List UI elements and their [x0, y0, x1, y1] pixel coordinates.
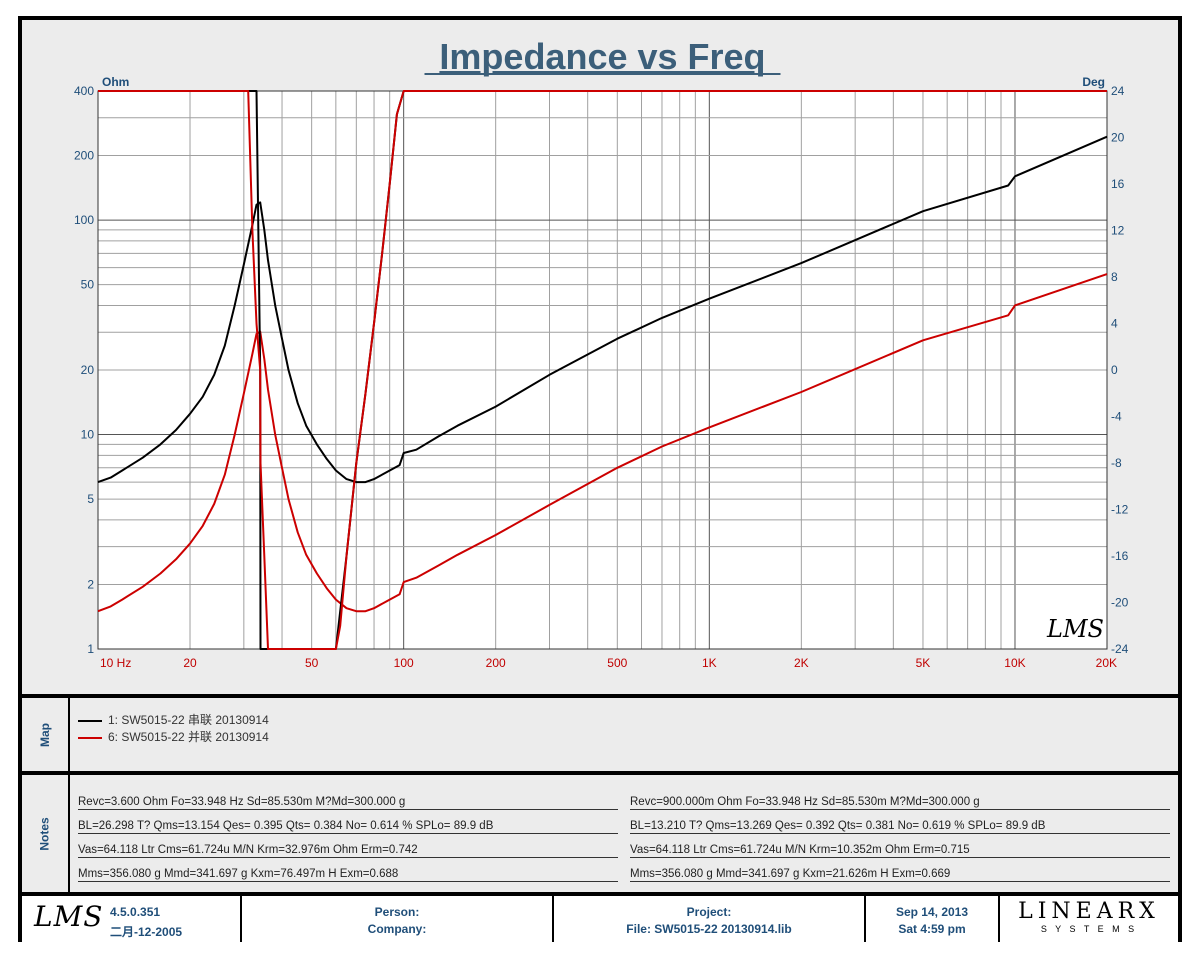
x-tick-label: 500 — [607, 656, 627, 670]
notes-side-label: Notes — [22, 775, 70, 892]
separator — [22, 771, 1178, 775]
y-right-axis-label: Deg — [1082, 75, 1105, 89]
legend-swatch-2 — [78, 736, 102, 739]
report-frame: Impedance vs Freq Ohm Deg 1 2 5 10 20 50 100 200 40… — [18, 16, 1182, 942]
footer-person-cell: Person: Company: — [242, 896, 554, 942]
y-right-tick-label: 12 — [1111, 224, 1125, 238]
y-left-tick-label: 2 — [87, 577, 94, 591]
series-line-1 — [97, 135, 1108, 484]
plot-panel: Impedance vs Freq Ohm Deg 1 2 5 10 20 50 100 200 40… — [22, 20, 1178, 694]
legend-text-2: 6: SW5015-22 并联 20130914 — [108, 730, 269, 744]
legend-entry-1: 1: SW5015-22 串联 20130914 — [78, 711, 269, 728]
y-right-tick-label: -12 — [1111, 503, 1129, 517]
note-right-1: Revc=900.000m Ohm Fo=33.948 Hz Sd=85.530… — [630, 796, 1170, 810]
y-right-tick-label: 0 — [1111, 363, 1118, 377]
x-tick-label: 5K — [916, 656, 931, 670]
x-tick-label: 20 — [183, 656, 197, 670]
company-label: Company: — [367, 922, 427, 936]
linearx-subtitle: S Y S T E M S — [1040, 924, 1138, 934]
y-left-tick-label: 5 — [87, 492, 94, 506]
chart-title: Impedance vs Freq — [439, 36, 765, 77]
x-tick-label: 1K — [702, 656, 717, 670]
note-left-4: Mms=356.080 g Mmd=341.697 g Kxm=76.497m … — [78, 868, 618, 882]
footer-version-cell: LMS 4.5.0.351 二月-12-2005 — [22, 896, 242, 942]
version-date: 二月-12-2005 — [110, 925, 183, 939]
note-right-4: Mms=356.080 g Mmd=341.697 g Kxm=21.626m … — [630, 868, 1170, 882]
separator — [22, 694, 1178, 698]
x-tick-label: 20K — [1096, 656, 1117, 670]
map-side-label: Map — [22, 698, 70, 771]
y-right-tick-label: 20 — [1111, 131, 1125, 145]
lms-logo: LMS — [34, 900, 104, 933]
x-tick-label: 10 Hz — [100, 656, 131, 670]
y-left-tick-label: 20 — [81, 363, 95, 377]
x-tick-label: 100 — [394, 656, 414, 670]
version-text: 4.5.0.351 — [110, 905, 161, 919]
y-left-tick-label: 100 — [74, 213, 94, 227]
note-right-2: BL=13.210 T? Qms=13.269 Qes= 0.392 Qts= … — [630, 820, 1170, 834]
footer: LMS 4.5.0.351 二月-12-2005 Person: Company… — [22, 896, 1178, 942]
x-tick-label: 50 — [305, 656, 319, 670]
notes-panel: Notes Revc=3.600 Ohm Fo=33.948 Hz Sd=85.… — [22, 775, 1178, 892]
y-right-tick-label: -4 — [1111, 410, 1122, 424]
separator — [22, 892, 1178, 896]
file-label: File: SW5015-22 20130914.lib — [626, 922, 792, 936]
y-left-axis-label: Ohm — [102, 75, 129, 89]
y-right-tick-label: -16 — [1111, 549, 1129, 563]
series-line-2 — [97, 273, 1108, 613]
legend-entry-2: 6: SW5015-22 并联 20130914 — [78, 728, 269, 745]
x-tick-label: 10K — [1004, 656, 1025, 670]
y-right-tick-label: -24 — [1111, 642, 1129, 656]
footer-project-cell: Project: File: SW5015-22 20130914.lib — [554, 896, 866, 942]
y-left-tick-label: 400 — [74, 84, 94, 98]
y-right-tick-label: 8 — [1111, 270, 1118, 284]
series-line-4 — [98, 90, 1107, 650]
y-right-tick-label: 24 — [1111, 84, 1125, 98]
project-label: Project: — [686, 905, 732, 919]
y-right-tick-label: -20 — [1111, 596, 1129, 610]
person-label: Person: — [374, 905, 420, 919]
map-label: Map — [38, 722, 52, 747]
y-left-tick-label: 1 — [87, 642, 94, 656]
note-right-3: Vas=64.118 Ltr Cms=61.724u M/N Krm=10.35… — [630, 844, 1170, 858]
map-panel: Map 1: SW5015-22 串联 20130914 6: SW5015-2… — [22, 698, 1178, 771]
y-left-tick-label: 50 — [81, 278, 95, 292]
run-time: Sat 4:59 pm — [898, 922, 966, 936]
y-left-tick-label: 200 — [74, 149, 94, 163]
legend-swatch-1 — [78, 719, 102, 722]
run-date: Sep 14, 2013 — [895, 905, 969, 919]
note-left-1: Revc=3.600 Ohm Fo=33.948 Hz Sd=85.530m M… — [78, 796, 618, 810]
y-right-tick-label: 4 — [1111, 317, 1118, 331]
x-tick-label: 2K — [794, 656, 809, 670]
legend-text-1: 1: SW5015-22 串联 20130914 — [108, 713, 269, 727]
y-right-tick-label: -8 — [1111, 456, 1122, 470]
y-right-tick-label: 16 — [1111, 177, 1125, 191]
note-left-2: BL=26.298 T? Qms=13.154 Qes= 0.395 Qts= … — [78, 820, 618, 834]
lms-signature: LMS — [1046, 615, 1104, 643]
note-left-3: Vas=64.118 Ltr Cms=61.724u M/N Krm=32.97… — [78, 844, 618, 858]
notes-label: Notes — [38, 816, 52, 851]
x-tick-label: 200 — [486, 656, 506, 670]
y-left-tick-label: 10 — [81, 428, 95, 442]
footer-brand-cell: LINEARX S Y S T E M S — [1000, 896, 1178, 942]
linearx-logo: LINEARX — [1018, 899, 1160, 924]
footer-date-cell: Sep 14, 2013 Sat 4:59 pm — [866, 896, 1000, 942]
